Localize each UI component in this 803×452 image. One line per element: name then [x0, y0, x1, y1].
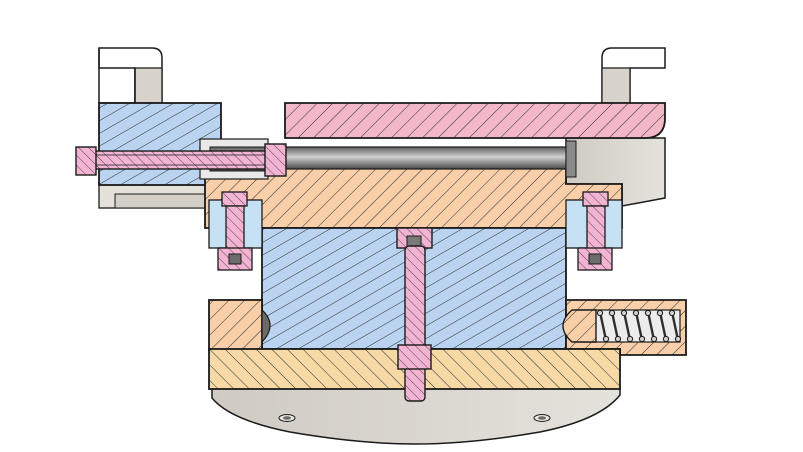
center-pin: [396, 227, 433, 402]
right-clamp-jaw-face: [601, 67, 631, 104]
mounting-disc: [211, 387, 621, 445]
left-ball-detent: [261, 308, 271, 344]
lead-screw-nut: [264, 143, 287, 177]
lead-screw: [87, 150, 285, 170]
mounting-hole-left: [278, 414, 296, 422]
compression-spring: [598, 311, 680, 341]
lead-screw-head: [75, 146, 97, 176]
spring-coil-heads: [596, 309, 682, 343]
left-cap-screw: [208, 191, 263, 271]
right-cap-screw: [565, 191, 623, 271]
rod-end-cap: [565, 140, 577, 178]
left-base-block: [208, 299, 263, 351]
top-clamp-plate: [284, 102, 666, 139]
spring-plunger: [562, 309, 597, 343]
left-ledge-lower: [114, 193, 210, 209]
left-clamp-jaw-face: [134, 67, 163, 104]
mounting-hole-right: [533, 414, 551, 422]
